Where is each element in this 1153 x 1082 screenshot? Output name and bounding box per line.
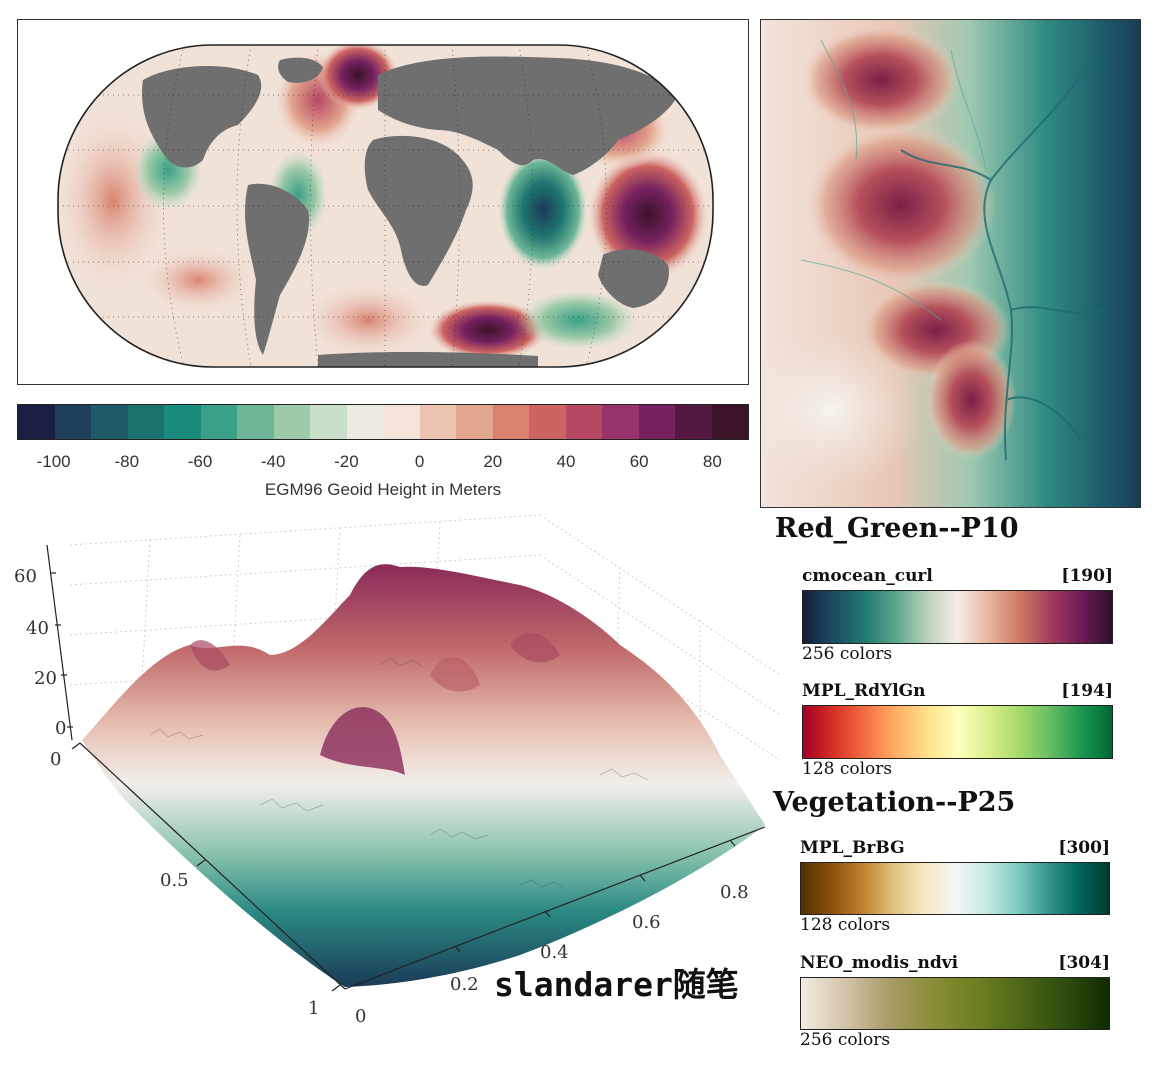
colorbar-tick-label: 80 <box>702 452 722 471</box>
colormap-entry: NEO_modis_ndvi [304] 256 colors <box>800 953 1110 1050</box>
surface-right-tick: 0.2 <box>450 974 479 995</box>
colorbar-swatch <box>164 405 201 439</box>
colormap-count: 128 colors <box>800 915 891 935</box>
surface-z-tick: 20 <box>34 668 57 689</box>
colorbar-tick-label: 0 <box>414 452 425 471</box>
surface-right-tick: 0.4 <box>540 942 569 963</box>
colorbar-swatch <box>602 405 639 439</box>
colorbar-swatch <box>127 405 164 439</box>
colorbar-tick-label: -40 <box>260 452 286 471</box>
surface3d-panel <box>0 505 790 1082</box>
colorbar-swatch <box>638 405 675 439</box>
colorbar-tick-label: 40 <box>556 452 576 471</box>
vegetation-title: Vegetation--P25 <box>773 787 1016 818</box>
colormap-swatch <box>802 590 1113 644</box>
colormap-index: [190] <box>1061 566 1113 586</box>
colorbar-swatch <box>346 405 383 439</box>
colorbar-swatch <box>711 405 748 439</box>
colorbar-ticks: -100 -80 -60 -40 -20 0 20 40 60 80 <box>17 452 749 474</box>
terrain-panel <box>760 19 1141 508</box>
colorbar-swatch <box>18 405 55 439</box>
colorbar-swatch <box>529 405 566 439</box>
colormap-entry: MPL_BrBG [300] 128 colors <box>800 838 1110 935</box>
colorbar-swatch <box>273 405 310 439</box>
colormap-count: 256 colors <box>800 1030 891 1050</box>
colormap-name: MPL_BrBG <box>800 838 905 858</box>
watermark-text: slandarer随笔 <box>494 965 739 1004</box>
colorbar-swatch <box>456 405 493 439</box>
colorbar-swatch <box>91 405 128 439</box>
colorbar-tick-label: -100 <box>36 452 71 471</box>
colormap-count: 256 colors <box>802 644 893 664</box>
colorbar-label: EGM96 Geoid Height in Meters <box>264 480 502 499</box>
colormap-name: NEO_modis_ndvi <box>800 953 959 973</box>
colormap-name: cmocean_curl <box>802 566 933 586</box>
surface-z-tick: 0 <box>55 718 67 739</box>
surface-z-tick: 60 <box>14 566 37 587</box>
surface-right-tick: 0.8 <box>720 882 749 903</box>
colorbar-swatch <box>237 405 274 439</box>
colormap-swatch <box>800 862 1110 915</box>
colorbar-tick-label: -20 <box>334 452 359 471</box>
surface3d <box>46 514 781 992</box>
colorbar-tick-label: 20 <box>483 452 503 471</box>
colorbar-swatch <box>565 405 602 439</box>
colorbar-swatch <box>310 405 347 439</box>
colorbar-swatch <box>492 405 529 439</box>
terrain-panel-title: Red_Green--P10 <box>775 513 1019 544</box>
colorbar-swatch <box>54 405 91 439</box>
colormap-entry: cmocean_curl [190] 256 colors <box>802 566 1113 664</box>
colormap-entry: MPL_RdYlGn [194] 128 colors <box>802 681 1113 779</box>
colormap-name: MPL_RdYlGn <box>802 681 926 701</box>
surface-right-tick: 0 <box>355 1006 367 1027</box>
surface-right-tick: 0.6 <box>632 912 661 933</box>
colorbar-tick-label: 60 <box>629 452 649 471</box>
terrain-image <box>761 20 1140 507</box>
colormap-index: [300] <box>1058 838 1110 858</box>
surface-left-tick: 0.5 <box>160 870 189 891</box>
colormap-index: [194] <box>1061 681 1113 701</box>
colorbar-swatch <box>419 405 456 439</box>
surface-left-tick: 0 <box>50 749 62 770</box>
colormap-swatch <box>800 977 1110 1030</box>
colormap-count: 128 colors <box>802 759 893 779</box>
colormap-swatch <box>802 705 1113 759</box>
surface-z-tick: 40 <box>26 618 49 639</box>
colorbar-tick-label: -60 <box>187 452 213 471</box>
colorbar-swatch <box>675 405 712 439</box>
colorbar-swatch <box>383 405 420 439</box>
world-map-panel <box>17 19 749 385</box>
geoid-map <box>57 44 714 368</box>
surface-left-tick: 1 <box>308 998 320 1019</box>
colorbar-tick-label: -80 <box>114 452 140 471</box>
colorbar-swatch <box>200 405 237 439</box>
map-colorbar <box>17 404 749 440</box>
colormap-index: [304] <box>1058 953 1110 973</box>
